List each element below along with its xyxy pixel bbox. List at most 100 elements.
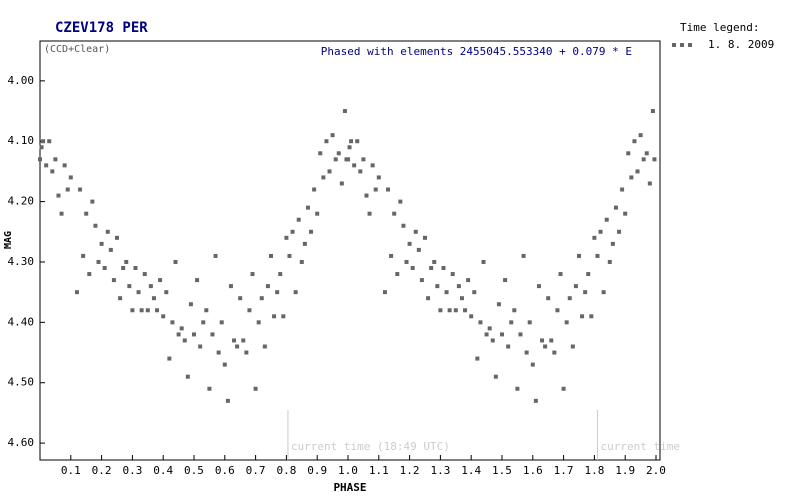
data-point [262, 344, 267, 349]
data-point [127, 284, 132, 289]
x-tick-label: 1.1 [369, 464, 389, 477]
data-point [74, 290, 79, 295]
data-point [81, 253, 86, 258]
legend-marker [680, 43, 684, 47]
data-point [50, 169, 55, 174]
legend-label: 1. 8. 2009 [708, 38, 774, 51]
data-point [549, 338, 554, 343]
data-point [530, 362, 535, 367]
x-tick-label: 1.4 [461, 464, 481, 477]
data-point [155, 308, 160, 313]
data-point [386, 187, 391, 192]
data-point [490, 338, 495, 343]
data-point [459, 296, 464, 301]
data-point [503, 278, 508, 283]
data-point [201, 320, 206, 325]
data-point [438, 308, 443, 313]
data-point [173, 259, 178, 264]
data-point [632, 139, 637, 144]
data-point [315, 211, 320, 216]
data-point [598, 229, 603, 234]
data-point [395, 272, 400, 277]
data-point [626, 151, 631, 156]
data-point [99, 241, 104, 246]
data-point [617, 229, 622, 234]
x-tick-label: 1.9 [615, 464, 635, 477]
data-point [53, 157, 58, 162]
data-point [469, 314, 474, 319]
data-point [47, 139, 52, 144]
y-tick-label: 4.40 [8, 315, 35, 328]
data-point [367, 211, 372, 216]
data-point [305, 205, 310, 210]
data-point [472, 290, 477, 295]
data-point [583, 290, 588, 295]
x-tick-label: 0.1 [61, 464, 81, 477]
data-point [96, 259, 101, 264]
y-tick-label: 4.30 [8, 255, 35, 268]
data-point [41, 139, 46, 144]
data-point [68, 175, 73, 180]
data-point [225, 398, 230, 403]
data-point [429, 266, 434, 271]
data-point [493, 374, 498, 379]
y-tick-label: 4.20 [8, 195, 35, 208]
data-point [524, 350, 529, 355]
data-point [515, 386, 520, 391]
data-point [592, 235, 597, 240]
data-point [118, 296, 123, 301]
data-point [296, 217, 301, 222]
data-point [130, 308, 135, 313]
y-tick-label: 4.60 [8, 436, 35, 449]
data-point [151, 296, 156, 301]
x-tick-label: 1.0 [338, 464, 358, 477]
data-point [44, 163, 49, 168]
data-point [629, 175, 634, 180]
data-point [580, 314, 585, 319]
data-point [318, 151, 323, 156]
data-point [382, 290, 387, 295]
data-point [265, 284, 270, 289]
data-point [432, 259, 437, 264]
data-point [256, 320, 261, 325]
legend-marker [688, 43, 692, 47]
data-point [570, 344, 575, 349]
y-tick-label: 4.00 [8, 74, 35, 87]
data-point [121, 266, 126, 271]
x-tick-label: 1.7 [554, 464, 574, 477]
x-axis-label: PHASE [333, 481, 366, 494]
data-point [204, 308, 209, 313]
data-point [321, 175, 326, 180]
data-point [475, 356, 480, 361]
data-point [336, 151, 341, 156]
data-point [610, 241, 615, 246]
data-point [373, 187, 378, 192]
data-point [552, 350, 557, 355]
data-point [90, 199, 95, 204]
data-point [620, 187, 625, 192]
data-point [456, 284, 461, 289]
data-point [287, 253, 292, 258]
x-tick-label: 0.6 [215, 464, 235, 477]
data-point [422, 235, 427, 240]
data-point [105, 229, 110, 234]
data-point [111, 278, 116, 283]
data-point [161, 314, 166, 319]
x-tick-label: 0.3 [122, 464, 142, 477]
data-point [352, 163, 357, 168]
data-point [139, 308, 144, 313]
data-point [450, 272, 455, 277]
data-point [145, 308, 150, 313]
data-point [133, 266, 138, 271]
data-point [546, 296, 551, 301]
data-point [576, 253, 581, 258]
data-point [324, 139, 329, 144]
data-point [238, 296, 243, 301]
x-tick-label: 1.5 [492, 464, 512, 477]
data-point [349, 139, 354, 144]
data-point [506, 344, 511, 349]
data-point [416, 247, 421, 252]
data-point [188, 302, 193, 307]
data-point [607, 259, 612, 264]
y-axis-label: MAG [3, 231, 14, 249]
